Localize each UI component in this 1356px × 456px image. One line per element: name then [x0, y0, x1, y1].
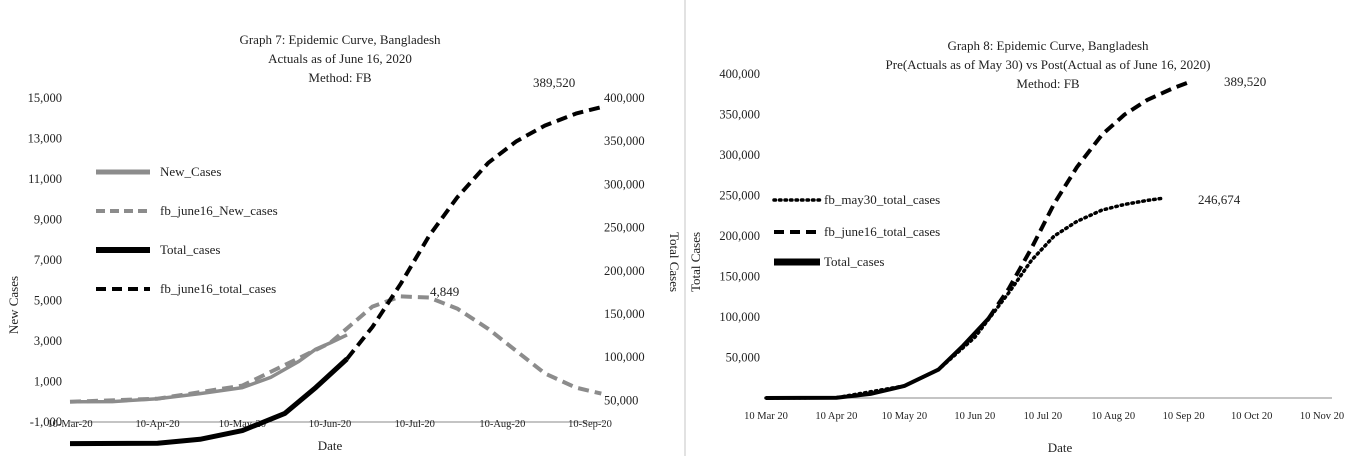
y-tick-label: 7,000 [34, 253, 62, 267]
y-tick-label: 13,000 [28, 132, 62, 146]
x-tick-label: 10 Aug 20 [1091, 411, 1135, 422]
y2-tick-label: 100,000 [604, 350, 645, 364]
chart-graph7: Graph 7: Epidemic Curve, Bangladesh Actu… [6, 32, 680, 453]
y-tick-label: 1,000 [34, 375, 62, 389]
x-tick-label: 10-Mar-20 [47, 419, 92, 430]
x-tick-label: 10 Oct 20 [1231, 411, 1272, 422]
legend-label-total-cases: Total_cases [160, 242, 220, 257]
legend-label-total-cases: Total_cases [824, 254, 884, 269]
y-tick-label: 250,000 [719, 189, 760, 203]
legend-label-new-cases: New_Cases [160, 164, 221, 179]
x-tick-label: 10-May-20 [219, 419, 266, 430]
series-line-fb-june16-total-cases [986, 80, 1189, 320]
x-tick-label: 10 Jun 20 [954, 411, 995, 422]
y2-tick-label: 50,000 [604, 393, 638, 407]
legend-label-fb-june16-total-cases: fb_june16_total_cases [824, 224, 940, 239]
chart-panel-graph7: Graph 7: Epidemic Curve, Bangladesh Actu… [6, 32, 680, 453]
chart-panel-graph8: Graph 8: Epidemic Curve, Bangladesh Pre(… [684, 0, 1356, 456]
annotation-peak-new-cases: 4,849 [430, 284, 459, 299]
y2-axis-title: Total Cases [667, 232, 680, 292]
y-tick-label: 3,000 [34, 334, 62, 348]
y-axis-title: New Cases [6, 276, 21, 334]
x-tick-label: 10-Aug-20 [479, 419, 525, 430]
chart-subtitle-line2: Method: FB [1016, 76, 1080, 91]
series-line-total-cases [765, 317, 990, 400]
annotation-final-june16: 389,520 [1224, 74, 1266, 89]
x-tick-label: 10-Jun-20 [309, 419, 352, 430]
x-tick-label: 10-Apr-20 [136, 419, 180, 430]
x-tick-label: 10 May 20 [882, 411, 928, 422]
y2-tick-label: 300,000 [604, 177, 645, 191]
chart-subtitle-line1: Actuals as of June 16, 2020 [268, 51, 412, 66]
annotation-final-total: 389,520 [533, 75, 575, 90]
y-tick-label: 9,000 [34, 213, 62, 227]
chart-subtitle-line2: Method: FB [308, 70, 372, 85]
y-tick-label: 11,000 [28, 172, 62, 186]
x-axis-title: Date [318, 438, 343, 453]
x-tick-label: 10 Sep 20 [1163, 411, 1205, 422]
y-tick-label: 50,000 [726, 351, 760, 365]
x-tick-label: 10 Apr 20 [815, 411, 857, 422]
chart-subtitle-line1: Pre(Actuals as of May 30) vs Post(Actual… [886, 57, 1211, 72]
x-tick-label: 10 Nov 20 [1300, 411, 1344, 422]
y-tick-label: 150,000 [719, 270, 760, 284]
legend-label-fb-june16-new-cases: fb_june16_New_cases [160, 203, 278, 218]
x-tick-label: 10-Sep-20 [568, 419, 612, 430]
x-axis-title: Date [1048, 440, 1073, 455]
x-tick-label: 10 Mar 20 [744, 411, 788, 422]
x-tick-label: 10 Jul 20 [1024, 411, 1063, 422]
y2-tick-label: 250,000 [604, 221, 645, 235]
chart-graph8: Graph 8: Epidemic Curve, Bangladesh Pre(… [688, 38, 1344, 455]
series-line-fb-june16-total-cases [345, 105, 602, 361]
y-tick-label: 200,000 [719, 229, 760, 243]
y-tick-label: 400,000 [719, 67, 760, 81]
y-tick-label: 15,000 [28, 91, 62, 105]
y-tick-label: 350,000 [719, 108, 760, 122]
y-tick-label: -1,000 [30, 415, 62, 429]
legend-label-fb-june16-total-cases: fb_june16_total_cases [160, 281, 276, 296]
series-line-fb-june16-new-cases [69, 294, 602, 404]
y-tick-label: 5,000 [34, 294, 62, 308]
legend-label-fb-may30-total-cases: fb_may30_total_cases [824, 192, 940, 207]
y2-tick-label: 150,000 [604, 307, 645, 321]
y-axis-title: Total Cases [688, 232, 703, 292]
y2-tick-label: 350,000 [604, 134, 645, 148]
x-tick-label: 10-Jul-20 [395, 419, 435, 430]
y-tick-label: 100,000 [719, 310, 760, 324]
y2-tick-label: 400,000 [604, 91, 645, 105]
chart-title: Graph 7: Epidemic Curve, Bangladesh [239, 32, 441, 47]
chart-title: Graph 8: Epidemic Curve, Bangladesh [947, 38, 1149, 53]
annotation-final-may30: 246,674 [1198, 192, 1241, 207]
y2-tick-label: 200,000 [604, 264, 645, 278]
y-tick-label: 300,000 [719, 148, 760, 162]
